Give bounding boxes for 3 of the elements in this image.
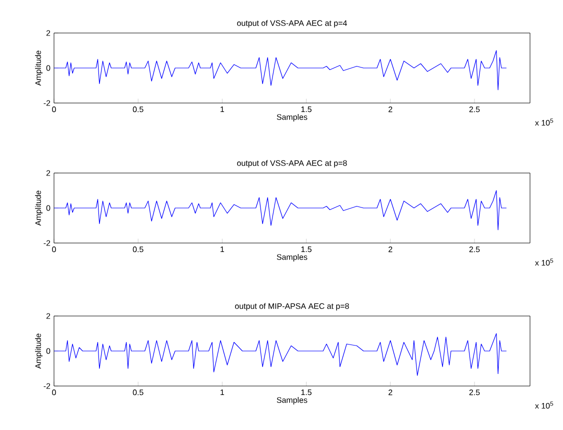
line-series	[54, 50, 507, 90]
line-series	[54, 190, 507, 230]
line-series	[54, 333, 507, 376]
